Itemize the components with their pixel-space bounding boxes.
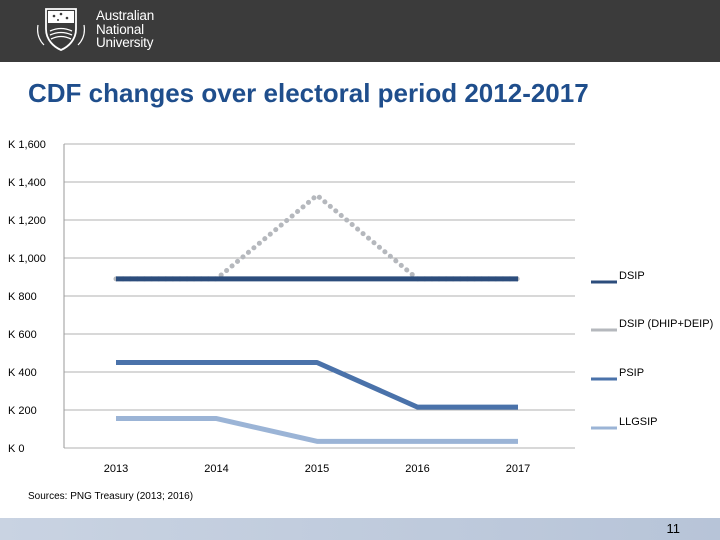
page-number: 11	[666, 521, 681, 536]
y-tick-label: K 200	[8, 405, 37, 417]
legend-item: DSIP (DHIP+DEIP)	[591, 318, 713, 332]
x-tick-label: 2014	[204, 463, 228, 475]
y-tick-label: K 1,400	[8, 177, 46, 189]
y-tick-label: K 1,000	[8, 253, 46, 265]
legend-item: LLGSIP	[591, 416, 658, 430]
legend-label: PSIP	[619, 367, 644, 379]
x-tick-label: 2015	[305, 463, 329, 475]
university-name: Australian National University	[96, 9, 154, 50]
line-chart: K 1,600 K 1,400 K 1,200 K 1,000 K 800 K 600 K …	[8, 139, 713, 475]
header-bar: Australian National University	[0, 0, 720, 62]
footer-bar	[0, 518, 720, 540]
x-tick-label: 2017	[506, 463, 530, 475]
legend-item: PSIP	[591, 367, 644, 381]
page-title: CDF changes over electoral period 2012-2…	[28, 78, 589, 108]
y-tick-label: K 600	[8, 329, 37, 341]
legend-label: DSIP	[619, 270, 645, 282]
legend-label: DSIP (DHIP+DEIP)	[619, 318, 713, 330]
legend-item: DSIP	[591, 270, 645, 284]
series-line-psip	[116, 360, 518, 410]
y-tick-label: K 800	[8, 291, 37, 303]
x-tick-label: 2013	[104, 463, 128, 475]
university-crest-icon	[37, 8, 85, 51]
legend-label: LLGSIP	[619, 416, 658, 428]
y-tick-label: K 400	[8, 367, 37, 379]
university-name-line: National	[96, 21, 144, 37]
y-tick-label: K 1,600	[8, 139, 46, 151]
university-name-line: Australian	[96, 8, 155, 23]
series-line-llgsip	[116, 416, 518, 444]
y-tick-label: K 1,200	[8, 215, 46, 227]
university-name-line: University	[96, 35, 154, 50]
sources-note: Sources: PNG Treasury (2013; 2016)	[28, 491, 194, 502]
series-line-dsip-dhip-deip	[113, 192, 521, 282]
y-tick-label: K 0	[8, 443, 25, 455]
x-tick-label: 2016	[405, 463, 429, 475]
